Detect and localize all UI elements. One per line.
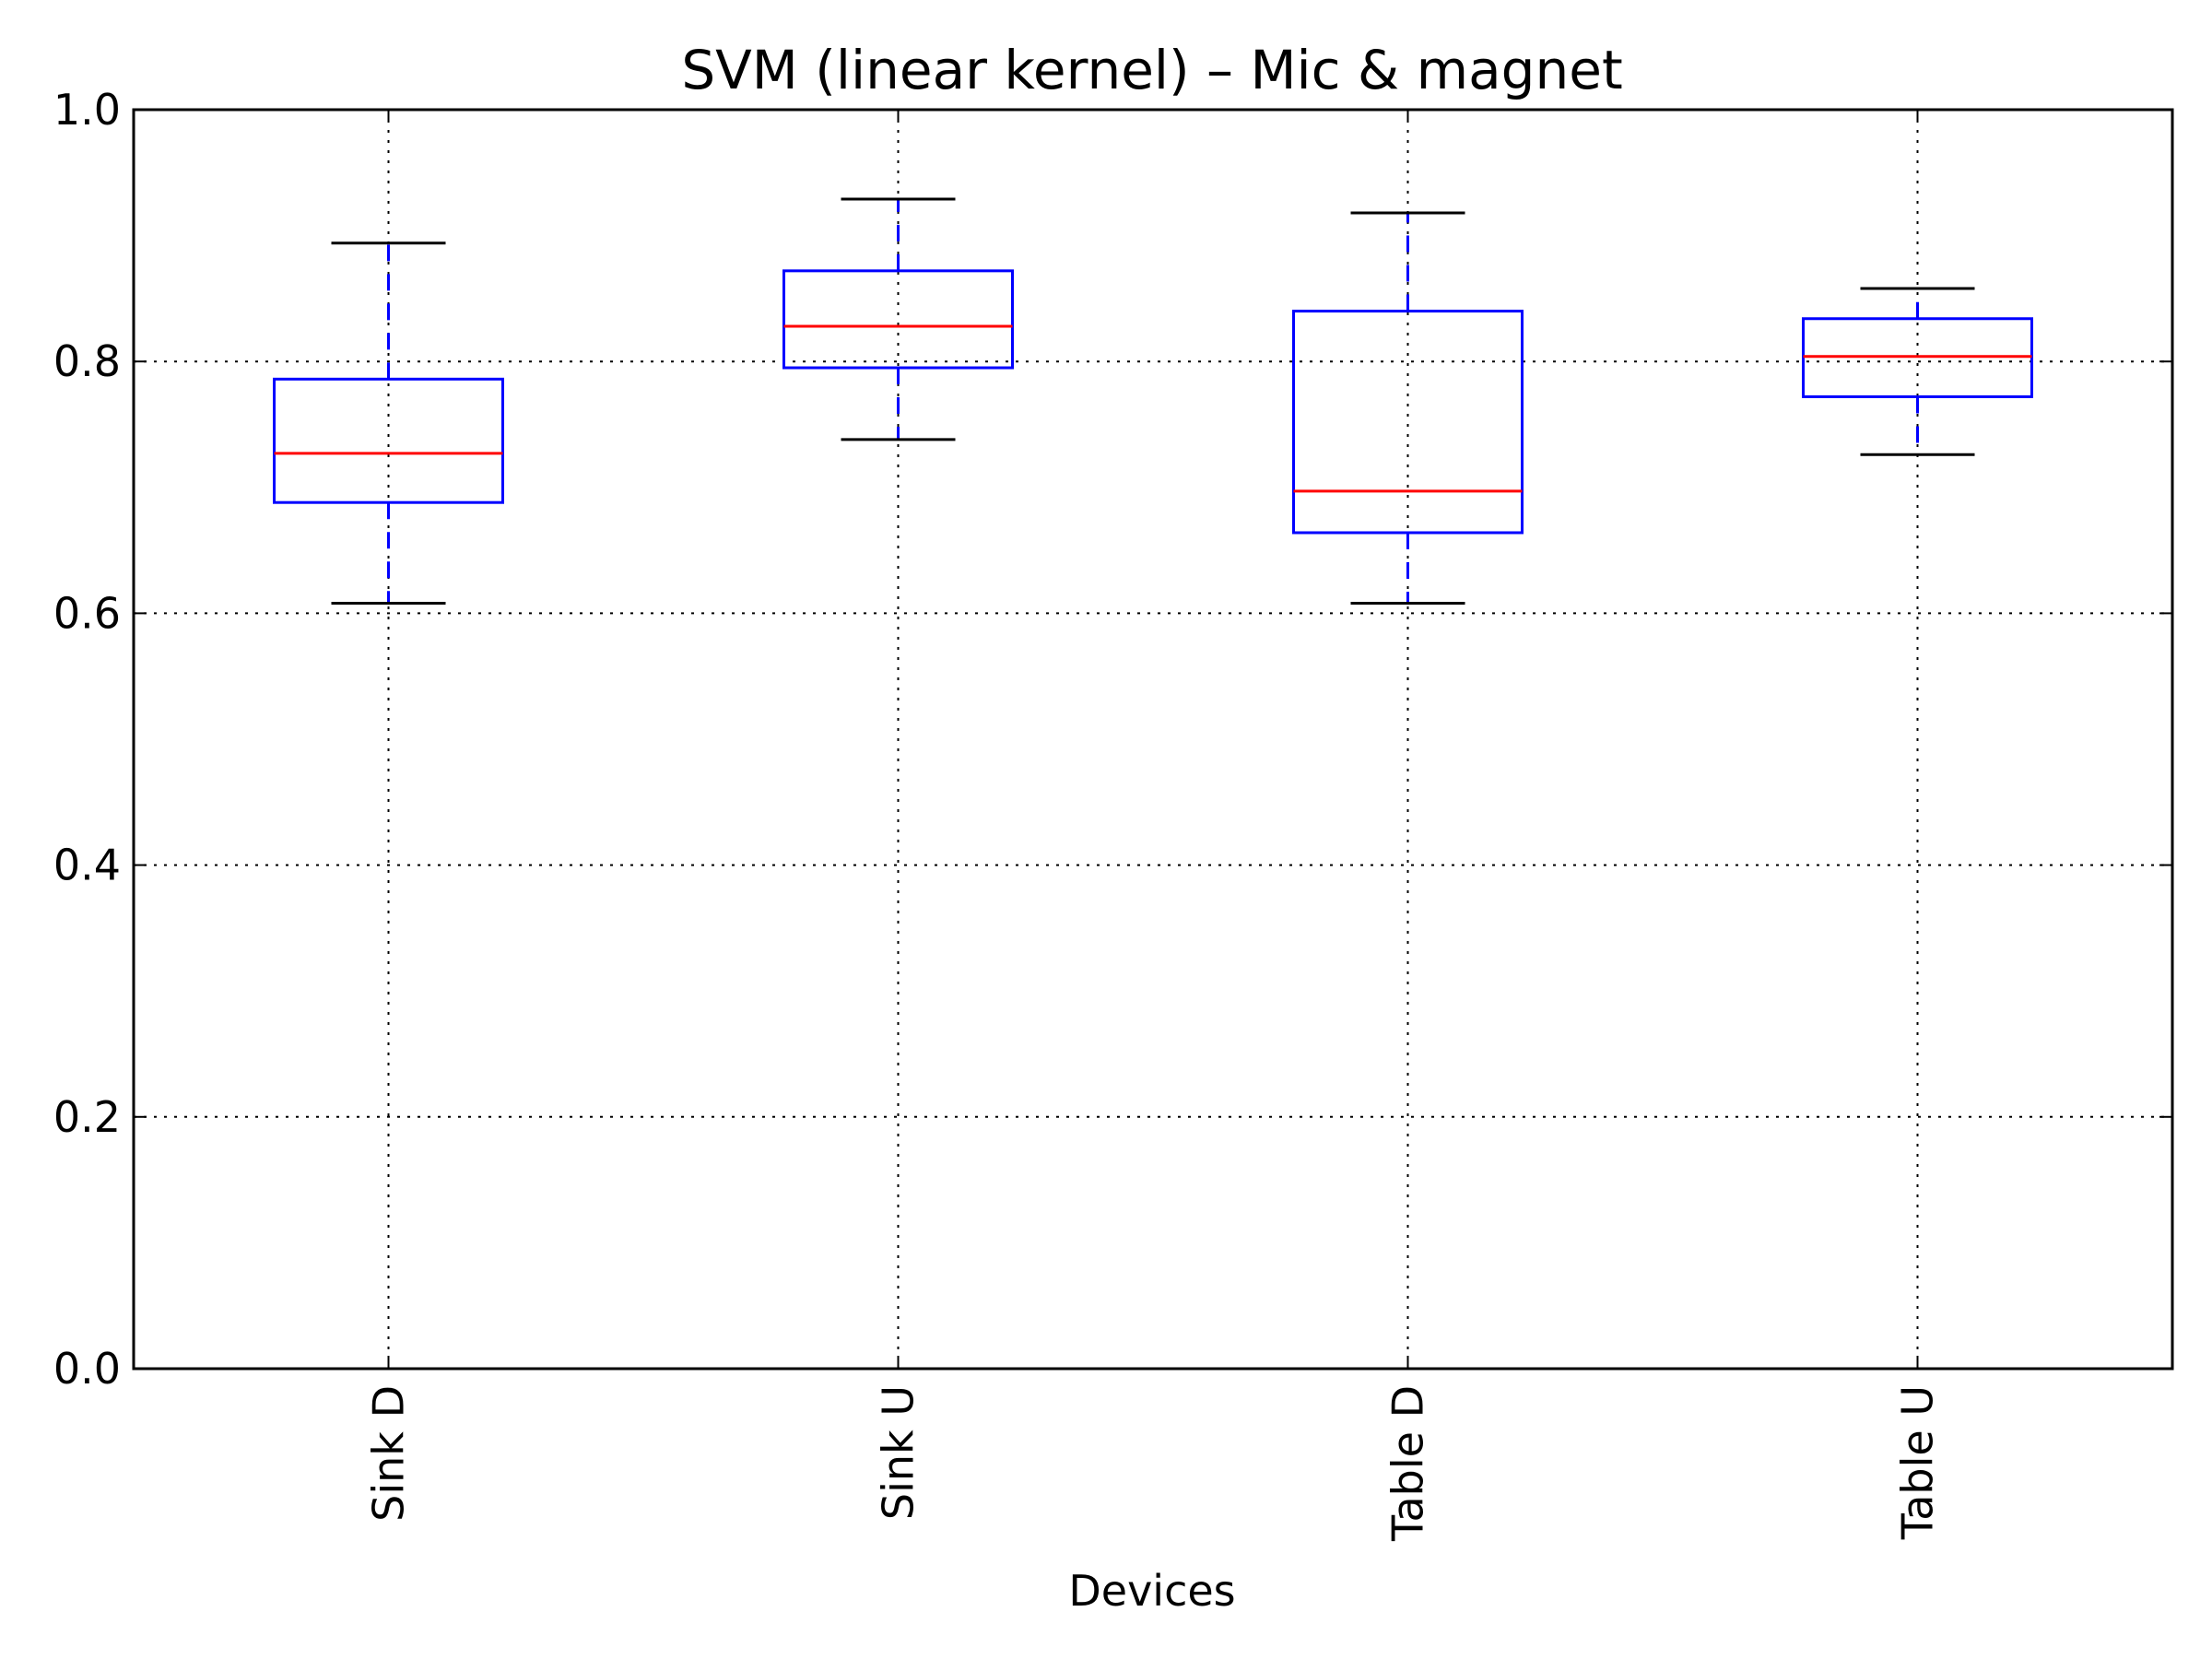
y-tick-label: 1.0 xyxy=(53,85,121,135)
grid-lines xyxy=(134,110,2172,1369)
box-group xyxy=(1292,211,1524,605)
y-tick-label: 0.8 xyxy=(53,336,121,386)
chart-title: SVM (linear kernel) – Mic & magnet xyxy=(681,39,1622,101)
x-tick-label: Table U xyxy=(1893,1385,1943,1540)
y-tick-label: 0.2 xyxy=(53,1092,121,1142)
iqr-box xyxy=(1292,310,1524,535)
iqr-box xyxy=(273,377,504,504)
box-group xyxy=(782,197,1014,441)
box-series xyxy=(273,197,2033,605)
iqr-box xyxy=(782,269,1014,370)
box-group xyxy=(1802,287,2033,456)
x-axis-label: Devices xyxy=(1068,1566,1235,1616)
plot-area-frame xyxy=(132,108,2174,1371)
x-tick-label: Table D xyxy=(1383,1385,1433,1542)
y-tick-label: 0.4 xyxy=(53,841,121,890)
x-tick-label: Sink D xyxy=(364,1385,414,1522)
y-tick-label: 0.0 xyxy=(53,1344,121,1394)
x-tick-label: Sink U xyxy=(874,1385,924,1520)
box-group xyxy=(273,241,504,605)
y-tick-label: 0.6 xyxy=(53,588,121,638)
axes: 0.0 0.2 0.4 0.6 0.8 1.0 Sink D Sink U Table D Tab… xyxy=(53,85,2172,1542)
